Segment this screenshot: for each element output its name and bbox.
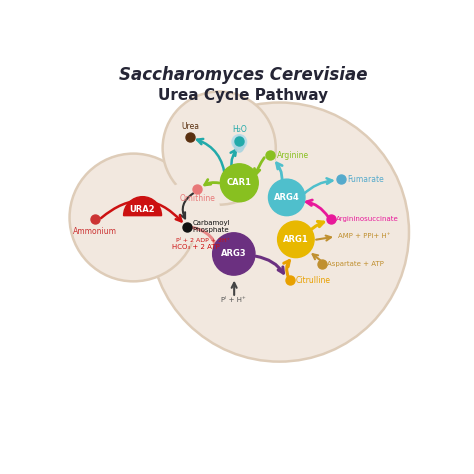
Circle shape xyxy=(161,183,219,241)
Point xyxy=(319,260,326,268)
Text: Carbamoyl
Phosphate: Carbamoyl Phosphate xyxy=(192,220,230,233)
Circle shape xyxy=(213,233,255,275)
Circle shape xyxy=(278,221,314,258)
Text: AMP + PPi+ H⁺: AMP + PPi+ H⁺ xyxy=(338,234,390,239)
Point xyxy=(183,223,191,230)
Point xyxy=(337,175,345,183)
Text: Aspartate + ATP: Aspartate + ATP xyxy=(327,261,384,267)
Wedge shape xyxy=(124,197,162,216)
Polygon shape xyxy=(234,136,245,152)
Text: ARG3: ARG3 xyxy=(221,249,246,258)
Text: Fumarate: Fumarate xyxy=(347,174,384,183)
Text: Ammonium: Ammonium xyxy=(73,227,117,236)
Text: Citrulline: Citrulline xyxy=(296,276,331,285)
Point xyxy=(91,216,99,223)
Circle shape xyxy=(163,91,276,205)
Circle shape xyxy=(220,164,258,202)
Text: HCO₃ + 2 ATP: HCO₃ + 2 ATP xyxy=(172,245,219,250)
Text: Argininosuccinate: Argininosuccinate xyxy=(337,216,399,222)
Circle shape xyxy=(232,135,246,149)
Text: ARG1: ARG1 xyxy=(283,235,309,244)
Point xyxy=(286,276,293,284)
Circle shape xyxy=(228,146,276,194)
Point xyxy=(327,216,334,223)
Text: Pᴵ + 2 ADP + 2H⁺: Pᴵ + 2 ADP + 2H⁺ xyxy=(176,238,230,243)
Text: Arginine: Arginine xyxy=(276,151,309,160)
Point xyxy=(236,137,243,145)
Point xyxy=(193,185,201,193)
Text: URA2: URA2 xyxy=(130,205,155,214)
Circle shape xyxy=(150,102,409,362)
Text: Urea: Urea xyxy=(181,122,199,131)
Circle shape xyxy=(70,154,197,282)
Point xyxy=(266,152,274,159)
Circle shape xyxy=(268,179,305,216)
Text: Saccharomyces Cerevisiae: Saccharomyces Cerevisiae xyxy=(118,66,367,84)
Text: ARG4: ARG4 xyxy=(274,193,300,202)
Text: Ornithine: Ornithine xyxy=(179,194,215,203)
Text: Urea Cycle Pathway: Urea Cycle Pathway xyxy=(158,88,328,103)
Text: H₂O: H₂O xyxy=(232,125,246,134)
Text: CAR1: CAR1 xyxy=(227,178,252,187)
Point xyxy=(186,133,194,141)
Text: Pᴵ + H⁺: Pᴵ + H⁺ xyxy=(221,297,246,302)
